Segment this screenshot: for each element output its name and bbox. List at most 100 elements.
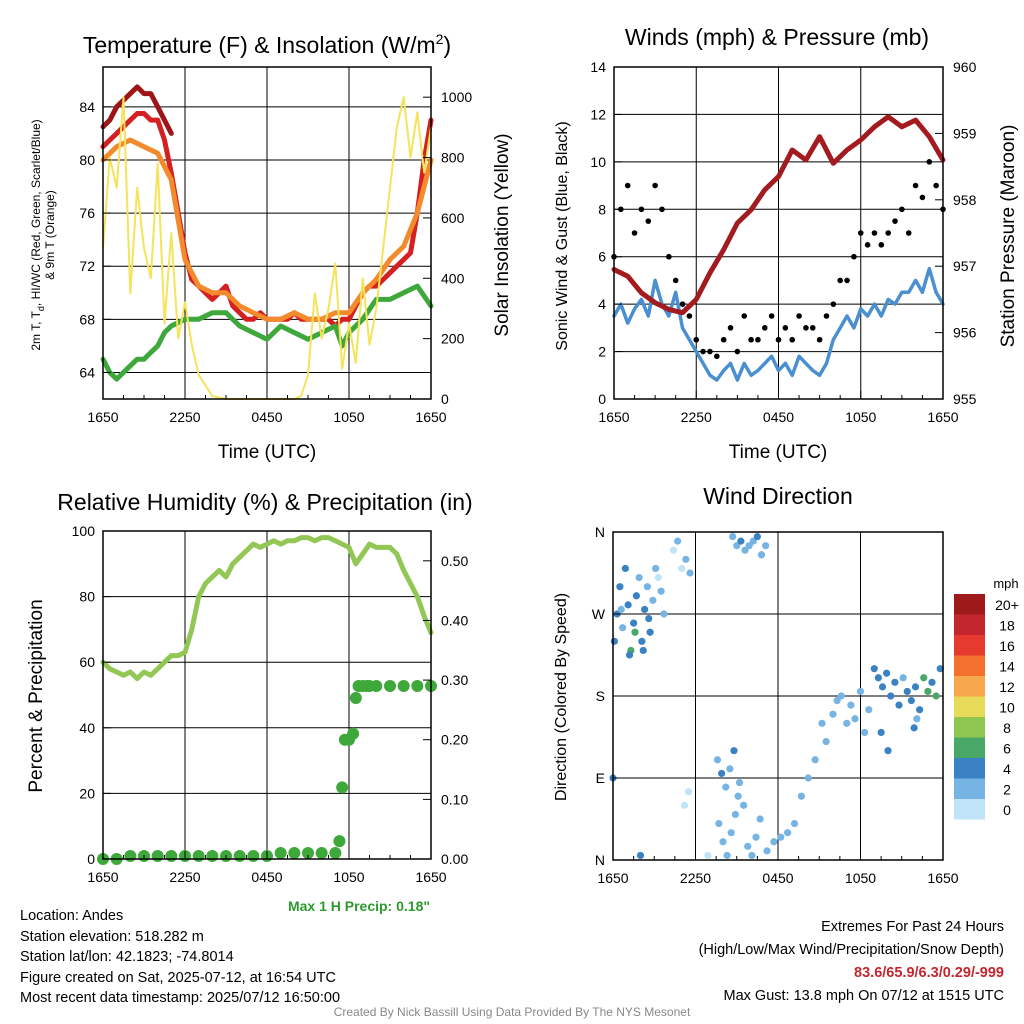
precipitation-point bbox=[315, 847, 328, 860]
precipitation-point bbox=[411, 680, 424, 693]
direction-panel: Wind Direction 1650 2250 0450 1050 1650 N E S W N… bbox=[553, 483, 1019, 886]
direction-point bbox=[895, 701, 903, 709]
precipitation-point bbox=[349, 691, 362, 704]
y-tick-label: 80 bbox=[79, 152, 95, 168]
precipitation-point bbox=[151, 850, 164, 863]
direction-point bbox=[678, 564, 686, 573]
precipitation-point bbox=[165, 850, 178, 863]
gust-point bbox=[919, 194, 926, 201]
extremes-desc: (High/Low/Max Wind/Precipitation/Snow De… bbox=[698, 942, 1004, 958]
direction-point bbox=[625, 651, 634, 659]
direction-point bbox=[686, 569, 694, 577]
gust-point bbox=[672, 277, 679, 284]
station-pressure-line bbox=[611, 114, 946, 316]
temperature-ylabel-line1: 2m T, Td, HI/WC (Red, Green, Scarlet/Blu… bbox=[29, 119, 46, 350]
legend-label: 14 bbox=[999, 659, 1015, 675]
x-tick-label: 1050 bbox=[333, 409, 364, 425]
direction-point bbox=[635, 573, 643, 582]
x-tick-label: 1050 bbox=[333, 869, 364, 885]
precipitation-point bbox=[206, 850, 219, 863]
x-tick-label: 1650 bbox=[415, 869, 446, 885]
hi-wc-line bbox=[100, 84, 174, 136]
direction-point bbox=[727, 829, 735, 837]
gust-point bbox=[761, 325, 768, 331]
direction-point bbox=[745, 542, 753, 550]
y-tick-label: 40 bbox=[79, 720, 95, 736]
x-tick-label: 1650 bbox=[598, 409, 629, 425]
recent-data: Most recent data timestamp: 2025/07/12 1… bbox=[20, 990, 341, 1006]
direction-point bbox=[636, 851, 645, 860]
direction-point bbox=[878, 683, 887, 691]
y-tick-label: 64 bbox=[79, 364, 95, 380]
y2-tick-label: 800 bbox=[441, 150, 465, 166]
x-tick-label: 2250 bbox=[169, 869, 200, 885]
y2-tick-label: 1000 bbox=[441, 89, 472, 105]
gust-point bbox=[693, 336, 700, 343]
y-tick-label: 0 bbox=[87, 851, 95, 867]
x-tick-label: 0450 bbox=[251, 409, 282, 425]
direction-point bbox=[624, 601, 632, 609]
direction-point bbox=[715, 819, 723, 828]
direction-point bbox=[936, 665, 944, 673]
direction-point bbox=[920, 674, 928, 682]
legend-swatch bbox=[954, 758, 985, 779]
direction-point bbox=[735, 778, 744, 787]
legend-label: 20+ bbox=[995, 597, 1019, 613]
direction-point bbox=[617, 605, 625, 614]
humidity-ticks: 1650 2250 0450 1050 1650 0 20 40 60 80 100 0.00 0.10… bbox=[72, 523, 469, 885]
winds-xlabel: Time (UTC) bbox=[729, 442, 828, 463]
direction-point bbox=[660, 610, 668, 618]
x-tick-label: 1650 bbox=[87, 409, 118, 425]
direction-point bbox=[657, 587, 665, 595]
gust-point bbox=[892, 218, 898, 224]
x-tick-label: 2250 bbox=[681, 409, 712, 425]
y-tick-label: N bbox=[595, 524, 605, 540]
direction-point bbox=[851, 715, 859, 723]
winds-panel: Winds (mph) & Pressure (mb) 1650 2250 0450… bbox=[554, 24, 1019, 463]
y2-tick-label: 0.20 bbox=[441, 732, 468, 748]
gust-point bbox=[933, 182, 939, 189]
y-tick-label: 2 bbox=[598, 344, 606, 360]
extremes-values: 83.6/65.9/6.3/0.29/-999 bbox=[854, 965, 1004, 981]
gust-point bbox=[666, 253, 672, 260]
legend-swatch bbox=[954, 594, 985, 615]
legend-swatch bbox=[954, 799, 985, 820]
precip-annotation: Max 1 H Precip: 0.18" bbox=[288, 898, 430, 914]
gust-point bbox=[789, 336, 796, 343]
y-tick-label: S bbox=[596, 688, 605, 704]
extremes-title: Extremes For Past 24 Hours bbox=[821, 919, 1004, 935]
humidity-title: Relative Humidity (%) & Precipitation (i… bbox=[57, 489, 472, 515]
direction-point bbox=[870, 665, 878, 673]
td-line bbox=[100, 283, 434, 382]
y-tick-label: 8 bbox=[598, 201, 606, 217]
direction-point bbox=[630, 619, 638, 627]
direction-point bbox=[734, 792, 742, 800]
gust-point bbox=[775, 336, 782, 343]
direction-point bbox=[713, 756, 722, 764]
precipitation-point bbox=[397, 680, 410, 693]
gust-point bbox=[864, 242, 871, 248]
gust-point bbox=[679, 301, 686, 307]
direction-point bbox=[903, 687, 911, 696]
direction-point bbox=[811, 756, 819, 764]
gust-point bbox=[714, 353, 720, 360]
direction-point bbox=[916, 706, 924, 714]
gust-point bbox=[624, 182, 631, 189]
gust-point bbox=[768, 313, 775, 319]
gust-point bbox=[659, 206, 665, 213]
direction-point bbox=[654, 573, 662, 582]
direction-point bbox=[740, 801, 748, 809]
y2-tick-label: 0.10 bbox=[441, 791, 468, 807]
gust-point bbox=[885, 230, 891, 236]
gust-point bbox=[686, 313, 693, 319]
direction-point bbox=[829, 710, 837, 718]
y2-tick-label: 955 bbox=[953, 391, 977, 407]
precipitation-point bbox=[192, 850, 205, 863]
direction-point bbox=[822, 737, 830, 746]
precipitation-point bbox=[336, 781, 349, 794]
y-tick-label: 4 bbox=[598, 296, 606, 312]
legend-swatch bbox=[954, 717, 985, 738]
precipitation-point bbox=[233, 850, 246, 863]
gust-point bbox=[700, 348, 706, 355]
